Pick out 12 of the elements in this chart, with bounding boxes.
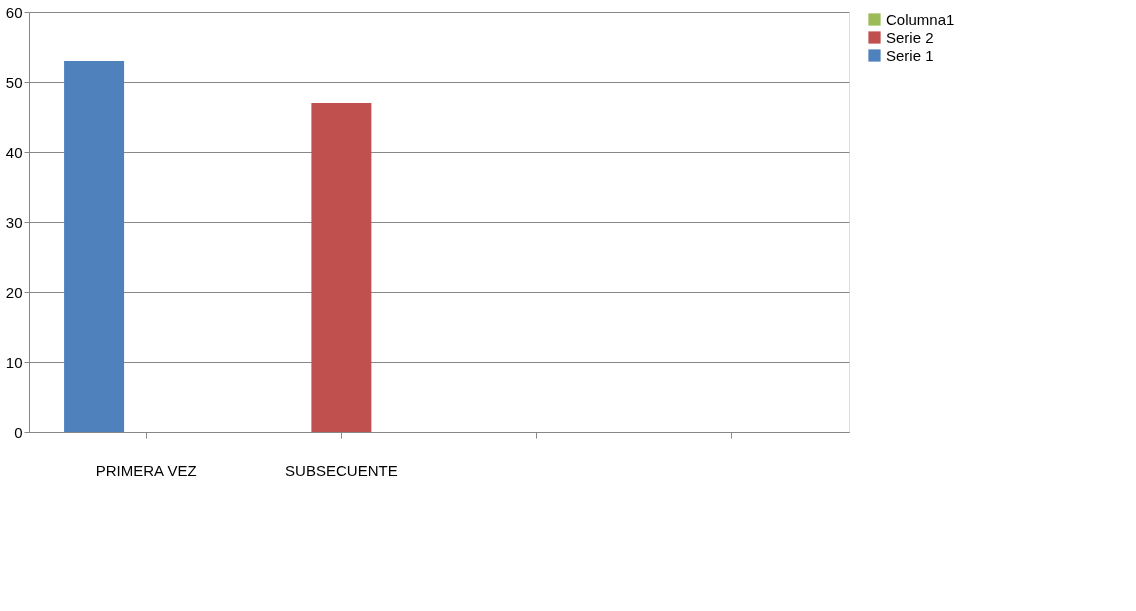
legend-label: Columna1 [886, 10, 955, 28]
y-tick-label: 10 [5, 353, 23, 371]
x-tick-label: PRIMERA VEZ [95, 461, 197, 479]
legend-label: Serie 1 [886, 46, 934, 64]
y-tick-label: 40 [5, 143, 23, 161]
y-tick-label: 20 [5, 283, 23, 301]
y-tick-label: 0 [14, 423, 23, 441]
legend-label: Serie 2 [886, 28, 934, 46]
y-tick-label: 30 [5, 213, 23, 231]
x-tick-label: SUBSECUENTE [285, 461, 398, 479]
y-tick-label: 50 [5, 73, 23, 91]
y-tick-label: 60 [5, 3, 23, 21]
